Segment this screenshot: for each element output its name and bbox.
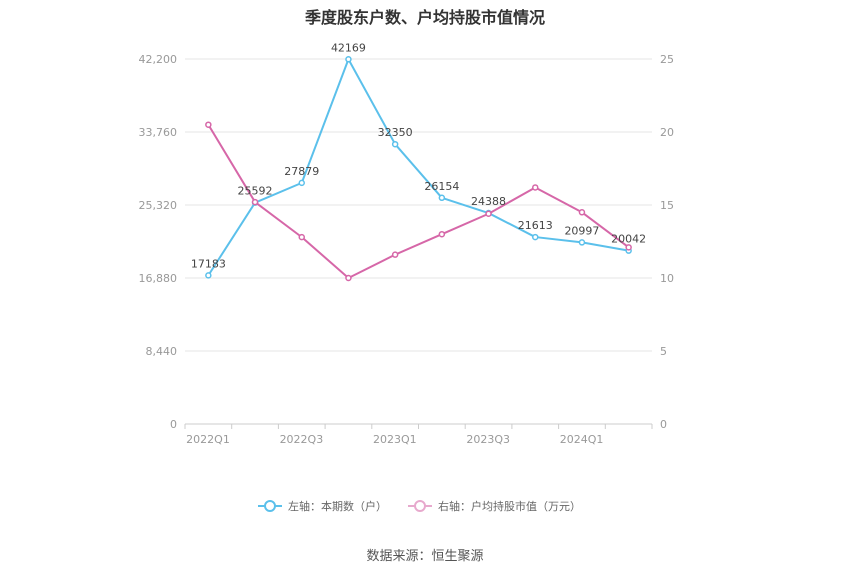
data-point[interactable]: [298, 179, 305, 187]
right-axis-tick-label: 20: [660, 126, 674, 139]
left-axis-tick-label: 42,200: [139, 53, 178, 66]
x-axis-tick-label: 2022Q1: [186, 433, 230, 446]
right-axis-tick-label: 10: [660, 272, 674, 285]
data-label: 20042: [611, 233, 646, 246]
data-point[interactable]: [625, 244, 632, 251]
series-line-2: [207, 124, 630, 279]
data-label: 17183: [191, 257, 226, 270]
data-point[interactable]: [578, 209, 586, 216]
x-axis-tick-label: 2023Q1: [373, 433, 417, 446]
series-line-1: [207, 58, 629, 276]
data-point[interactable]: [485, 210, 492, 218]
data-point[interactable]: [298, 233, 305, 241]
data-point[interactable]: [438, 230, 446, 238]
data-point[interactable]: [438, 194, 446, 202]
data-label: 32350: [378, 126, 413, 139]
data-label: 24388: [471, 195, 506, 208]
data-point[interactable]: [345, 274, 352, 282]
x-axis-tick-label: 2022Q3: [280, 433, 324, 446]
left-axis-tick-label: 16,880: [139, 272, 178, 285]
axis-layer: 0 8,440 16,880 25,320 33,760 42,200 0 5 10 15 20 25…: [139, 53, 675, 446]
source-note: 数据来源：恒生聚源: [366, 549, 484, 564]
legend[interactable]: 左轴：本期数（户） 右轴：户均持股市值（万元）: [258, 499, 581, 513]
data-label: 20997: [564, 224, 599, 237]
data-label: 21613: [518, 219, 553, 232]
data-point[interactable]: [532, 184, 539, 191]
data-point[interactable]: [578, 239, 586, 246]
data-point[interactable]: [205, 272, 212, 279]
right-axis-tick-label: 15: [660, 199, 674, 212]
label-layer: 17183 25592 27879 42169 32350 26154 24388 21613…: [191, 41, 646, 270]
data-point[interactable]: [391, 251, 399, 258]
left-axis-tick-label: 33,760: [139, 126, 178, 139]
x-axis-tick-label: 2023Q3: [466, 433, 510, 446]
data-label: 26154: [424, 180, 459, 193]
data-label: 27879: [284, 165, 319, 178]
legend-marker-1[interactable]: [264, 500, 276, 512]
legend-label-1[interactable]: 左轴：本期数（户）: [288, 499, 387, 513]
x-axis-tick-label: 2024Q1: [560, 433, 604, 446]
chart-title: 季度股东户数、户均持股市值情况: [304, 8, 545, 27]
series-layer: [205, 56, 632, 282]
left-axis-tick-label: 8,440: [146, 345, 178, 358]
data-point[interactable]: [345, 56, 352, 63]
data-point[interactable]: [205, 121, 212, 128]
right-axis-tick-label: 25: [660, 53, 674, 66]
data-point[interactable]: [532, 233, 539, 241]
right-axis-tick-label: 5: [660, 345, 667, 358]
left-axis-tick-label: 0: [170, 418, 177, 431]
data-label: 42169: [331, 41, 366, 54]
data-label: 25592: [238, 185, 273, 198]
data-point[interactable]: [251, 198, 259, 206]
right-axis-tick-label: 0: [660, 418, 667, 431]
legend-label-2[interactable]: 右轴：户均持股市值（万元）: [438, 499, 581, 513]
data-point[interactable]: [391, 140, 399, 148]
left-axis-tick-label: 25,320: [139, 199, 178, 212]
legend-marker-2[interactable]: [414, 500, 426, 512]
